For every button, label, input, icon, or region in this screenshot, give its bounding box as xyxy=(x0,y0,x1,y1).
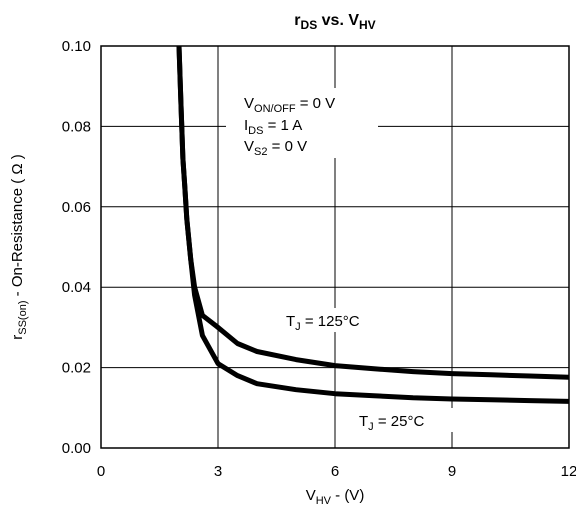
series-label-125-bg xyxy=(280,308,380,332)
series-label-125: TJ = 125°C xyxy=(286,313,360,333)
condition-von-off: VON/OFF = 0 V xyxy=(244,95,335,115)
y-tick-label: 0.06 xyxy=(62,199,91,216)
y-tick-label: 0.00 xyxy=(62,440,91,457)
y-tick-label: 0.04 xyxy=(62,279,91,296)
condition-ids: IDS = 1 A xyxy=(244,117,302,137)
x-tick-label: 9 xyxy=(448,463,456,480)
y-tick-label: 0.08 xyxy=(62,118,91,135)
x-axis-label: VHV - (V) xyxy=(306,487,365,507)
condition-vs2: VS2 = 0 V xyxy=(244,138,307,158)
conditions-box xyxy=(226,88,378,158)
series-label-25-bg xyxy=(353,408,453,432)
y-tick-labels: 0.00 0.02 0.04 0.06 0.08 0.10 xyxy=(62,38,91,457)
y-axis-label: rSS(on) - On-Resistance ( Ω ) xyxy=(9,154,29,340)
series-group xyxy=(176,45,570,404)
x-tick-label: 0 xyxy=(97,463,105,480)
x-tick-labels: 0 3 6 9 12 xyxy=(97,463,576,480)
x-tick-label: 12 xyxy=(561,463,576,480)
y-tick-label: 0.10 xyxy=(62,38,91,55)
x-tick-label: 6 xyxy=(331,463,339,480)
y-tick-label: 0.02 xyxy=(62,360,91,377)
x-tick-label: 3 xyxy=(214,463,222,480)
series-label-25: TJ = 25°C xyxy=(359,413,424,433)
series-line-1 xyxy=(176,45,570,404)
chart-title: rDS vs. VHV xyxy=(294,12,375,32)
